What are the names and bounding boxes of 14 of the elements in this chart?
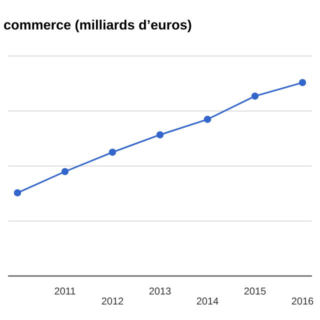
x-tick-label: 2012 — [102, 298, 124, 305]
point — [251, 92, 259, 100]
point — [298, 78, 306, 86]
x-tick-label: 2014 — [196, 298, 218, 305]
point — [156, 131, 164, 138]
chart-title: commerce (milliards d’euros) — [4, 20, 192, 32]
x-tick-label: 2016 — [292, 298, 314, 305]
point — [14, 189, 22, 196]
x-tick-label: 2011 — [54, 288, 76, 295]
point — [204, 116, 212, 123]
x-tick-label: 2015 — [244, 288, 266, 295]
point — [61, 168, 69, 176]
x-tick-label: 2013 — [149, 288, 171, 295]
point — [108, 148, 116, 156]
